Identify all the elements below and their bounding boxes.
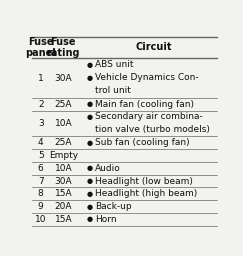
Text: 2: 2: [38, 100, 43, 109]
Text: 25A: 25A: [55, 100, 72, 109]
Text: 7: 7: [38, 176, 43, 186]
Text: Headlight (high beam): Headlight (high beam): [95, 189, 198, 198]
Text: 30A: 30A: [54, 176, 72, 186]
Text: 1: 1: [38, 73, 43, 82]
Text: Vehicle Dynamics Con-: Vehicle Dynamics Con-: [95, 73, 199, 82]
Text: tion valve (turbo models): tion valve (turbo models): [95, 125, 210, 134]
Text: ●: ●: [87, 204, 93, 210]
Text: 9: 9: [38, 202, 43, 211]
Text: Sub fan (cooling fan): Sub fan (cooling fan): [95, 138, 190, 147]
Text: ABS unit: ABS unit: [95, 60, 134, 69]
Text: 25A: 25A: [55, 138, 72, 147]
Text: 6: 6: [38, 164, 43, 173]
Text: Fuse
panel: Fuse panel: [25, 37, 56, 58]
Text: ●: ●: [87, 217, 93, 222]
Text: 15A: 15A: [54, 215, 72, 224]
Text: ●: ●: [87, 74, 93, 81]
Text: ●: ●: [87, 165, 93, 171]
Text: ●: ●: [87, 178, 93, 184]
Text: Fuse
rating: Fuse rating: [47, 37, 80, 58]
Text: 5: 5: [38, 151, 43, 160]
Text: Horn: Horn: [95, 215, 117, 224]
Text: 15A: 15A: [54, 189, 72, 198]
Text: ●: ●: [87, 114, 93, 120]
Text: ●: ●: [87, 140, 93, 146]
Text: 10A: 10A: [54, 119, 72, 128]
Text: 4: 4: [38, 138, 43, 147]
Text: 10: 10: [35, 215, 46, 224]
Text: Back-up: Back-up: [95, 202, 132, 211]
Text: 3: 3: [38, 119, 43, 128]
Text: 8: 8: [38, 189, 43, 198]
Text: trol unit: trol unit: [95, 86, 131, 95]
Text: Secondary air combina-: Secondary air combina-: [95, 112, 203, 121]
Text: Audio: Audio: [95, 164, 121, 173]
Text: 20A: 20A: [55, 202, 72, 211]
Text: Circuit: Circuit: [135, 42, 172, 52]
Text: 30A: 30A: [54, 73, 72, 82]
Text: 10A: 10A: [54, 164, 72, 173]
Text: Main fan (cooling fan): Main fan (cooling fan): [95, 100, 194, 109]
Text: ●: ●: [87, 191, 93, 197]
Text: ●: ●: [87, 101, 93, 107]
Text: Empty: Empty: [49, 151, 78, 160]
Text: ●: ●: [87, 62, 93, 68]
Text: Headlight (low beam): Headlight (low beam): [95, 176, 193, 186]
